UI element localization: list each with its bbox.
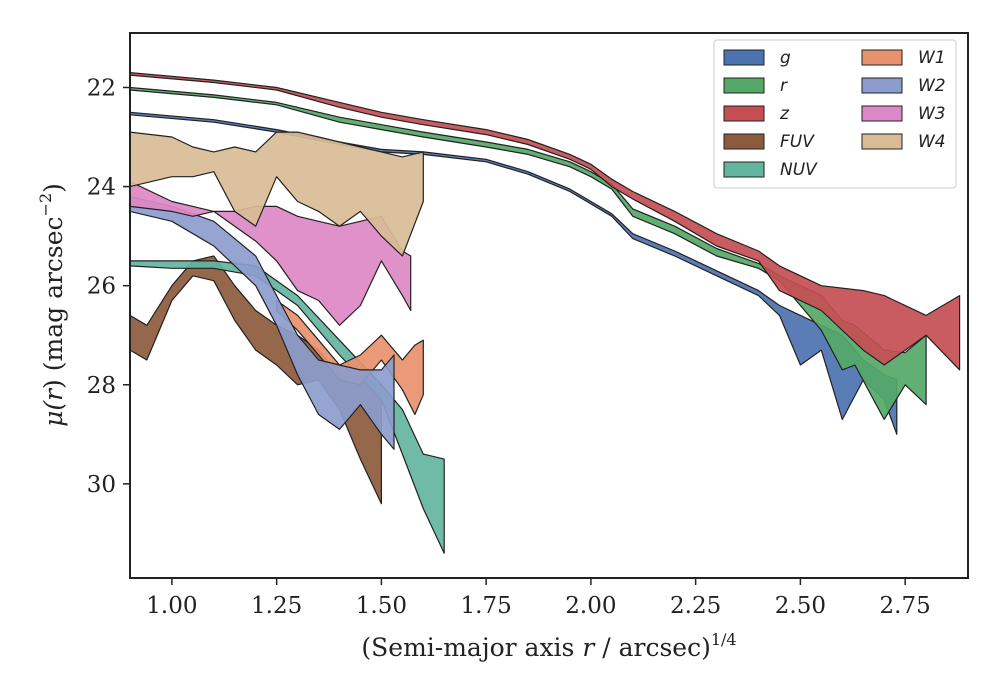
y-axis-ticks: 22 24 26 28 30 [87,76,130,498]
series-layer [130,72,961,554]
y-tick-label: 26 [87,274,116,300]
x-axis-label: (Semi-major axis r / arcsec)1/4 [361,630,736,662]
y-tick-label: 30 [87,472,116,498]
y-tick-label: 28 [87,373,116,399]
x-axis-ticks: 1.00 1.25 1.50 1.75 2.00 2.25 2.50 2.75 [146,578,931,619]
x-tick-label: 1.75 [461,593,512,619]
legend-swatch-nuv [723,161,765,178]
plot-frame [129,32,969,579]
legend-label-r: r [780,76,788,96]
legend-swatch-fuv [723,133,765,150]
series-band-nuv [130,260,445,554]
legend-swatch-z [723,105,765,122]
y-axis-label-var: r [39,387,68,401]
legend-label-z: z [779,104,790,124]
legend-label-nuv: NUV [780,160,818,180]
legend-swatch-r [723,77,765,94]
x-tick-label: 1.25 [251,593,302,619]
series-band-z [130,72,961,371]
legend-swatch-g [723,49,765,66]
x-tick-label: 1.00 [146,593,197,619]
x-axis-label-tail: / arcsec) [594,633,711,662]
y-tick-label: 24 [87,175,116,201]
x-axis-label-var: r [582,633,596,662]
y-tick-label: 22 [87,76,116,102]
x-tick-label: 2.50 [775,593,826,619]
y-axis-label: μ(r) (mag arcsec−2) [36,183,68,427]
x-tick-label: 2.00 [565,593,616,619]
y-axis-label-exp: −2 [36,193,55,217]
series-band-g [130,111,898,435]
legend-swatch-w3 [861,105,903,122]
x-axis-label-exp: 1/4 [711,630,737,649]
legend-label-g: g [780,48,791,68]
legend-label-w2: W2 [918,76,946,96]
x-tick-label: 1.50 [356,593,407,619]
y-axis-label-mid: ) (mag arcsec [39,216,68,389]
series-band-w2 [130,195,395,450]
legend-label-fuv: FUV [780,132,815,152]
x-tick-label: 2.25 [670,593,721,619]
legend-swatch-w2 [861,77,903,94]
legend-label-w1: W1 [918,48,946,68]
legend-swatch-w1 [861,49,903,66]
y-axis-label-mu: μ( [39,400,68,427]
x-tick-label: 2.75 [880,593,931,619]
legend: grz FUV NUV W1 W2 W3 W4 [713,39,957,189]
legend-label-w4: W4 [918,132,946,152]
legend-swatch-w4 [861,133,903,150]
legend-frame [713,39,957,189]
legend-label-w3: W3 [918,104,946,124]
x-axis-label-main: (Semi-major axis [361,633,582,662]
series-band-w4 [130,131,424,257]
series-band-r [130,86,927,421]
legend-items: grz FUV NUV W1 W2 W3 W4 [723,48,946,180]
y-axis-label-end: ) [39,183,68,193]
